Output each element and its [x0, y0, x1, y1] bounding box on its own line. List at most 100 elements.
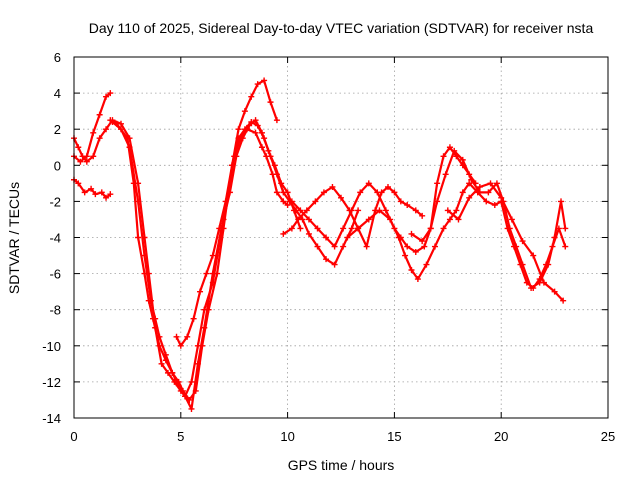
data-point-marker	[513, 243, 520, 250]
data-point-marker	[558, 198, 565, 205]
data-point-marker	[551, 234, 558, 241]
data-point-marker	[203, 270, 210, 277]
series-line	[72, 119, 289, 398]
data-point-marker	[391, 189, 398, 196]
data-point-marker	[152, 315, 159, 322]
data-point-marker	[254, 81, 261, 88]
data-point-marker	[498, 194, 505, 201]
data-point-marker	[355, 225, 362, 232]
data-point-marker	[216, 225, 223, 232]
data-point-marker	[404, 243, 411, 250]
data-point-marker	[280, 230, 287, 237]
series-track-4	[107, 77, 280, 403]
data-point-marker	[273, 189, 280, 196]
data-point-marker	[476, 189, 483, 196]
data-point-marker	[440, 153, 447, 160]
data-point-marker	[404, 202, 411, 209]
data-point-marker	[446, 216, 453, 223]
data-point-marker	[297, 225, 304, 232]
data-point-marker	[103, 93, 110, 100]
x-tick-label: 20	[494, 429, 508, 444]
data-point-marker	[201, 324, 208, 331]
data-point-marker	[90, 153, 97, 160]
data-point-marker	[491, 202, 498, 209]
data-point-marker	[434, 198, 441, 205]
y-tick-label: -10	[42, 339, 61, 354]
chart-title: Day 110 of 2025, Sidereal Day-to-day VTE…	[89, 20, 594, 36]
data-point-marker	[419, 238, 426, 245]
series-line	[410, 149, 567, 290]
data-point-marker	[280, 189, 287, 196]
data-point-marker	[135, 234, 142, 241]
data-point-marker	[96, 111, 103, 118]
data-point-marker	[188, 405, 195, 412]
data-point-marker	[173, 333, 180, 340]
data-point-marker	[440, 225, 447, 232]
data-point-marker	[126, 144, 133, 151]
series-track-6	[173, 118, 362, 349]
data-point-marker	[314, 243, 321, 250]
data-point-marker	[88, 185, 95, 192]
data-point-marker	[562, 225, 569, 232]
y-tick-label: 4	[54, 86, 61, 101]
data-point-marker	[109, 118, 116, 125]
y-tick-label: 6	[54, 50, 61, 65]
x-tick-label: 25	[601, 429, 615, 444]
data-point-marker	[188, 378, 195, 385]
data-point-marker	[177, 342, 184, 349]
data-point-marker	[92, 191, 99, 198]
data-point-marker	[363, 243, 370, 250]
data-point-marker	[348, 225, 355, 232]
data-point-marker	[75, 180, 82, 187]
data-point-marker	[387, 216, 394, 223]
data-point-marker	[141, 252, 148, 259]
data-point-marker	[135, 198, 142, 205]
y-tick-label: 2	[54, 122, 61, 137]
data-point-marker	[442, 171, 449, 178]
data-point-marker	[241, 126, 248, 133]
data-point-marker	[421, 243, 428, 250]
data-point-marker	[261, 135, 268, 142]
data-point-marker	[209, 270, 216, 277]
series-line	[109, 79, 278, 401]
data-point-marker	[323, 234, 330, 241]
data-point-marker	[487, 180, 494, 187]
data-point-marker	[483, 198, 490, 205]
data-point-marker	[446, 144, 453, 151]
data-point-marker	[551, 288, 558, 295]
data-point-marker	[384, 183, 391, 190]
data-point-marker	[340, 243, 347, 250]
y-tick-labels: -14 -12 -10 -8 -6 -4 -2 0 2 4 6	[42, 50, 61, 426]
data-point-marker	[305, 230, 312, 237]
y-axis-label: SDTVAR / TECUs	[6, 182, 22, 294]
data-point-marker	[374, 189, 381, 196]
data-point-marker	[280, 198, 287, 205]
x-axis-label: GPS time / hours	[288, 457, 395, 473]
data-point-marker	[355, 207, 362, 214]
data-point-marker	[184, 333, 191, 340]
x-tick-labels: 0 5 10 15 20 25	[70, 429, 615, 444]
y-tick-label: -12	[42, 375, 61, 390]
data-point-marker	[248, 93, 255, 100]
data-point-marker	[295, 216, 302, 223]
series-line	[290, 146, 477, 253]
data-point-marker	[459, 189, 466, 196]
data-point-marker	[96, 135, 103, 142]
data-point-marker	[560, 297, 567, 304]
data-point-marker	[107, 90, 114, 97]
data-point-marker	[530, 252, 537, 259]
data-point-marker	[117, 126, 124, 133]
data-point-marker	[252, 117, 259, 124]
data-point-marker	[431, 243, 438, 250]
data-point-marker	[103, 126, 110, 133]
data-point-marker	[75, 144, 82, 151]
data-point-marker	[288, 198, 295, 205]
data-point-marker	[395, 234, 402, 241]
data-point-marker	[519, 238, 526, 245]
data-point-marker	[466, 194, 473, 201]
data-point-marker	[340, 225, 347, 232]
data-point-marker	[382, 207, 389, 214]
data-point-marker	[453, 207, 460, 214]
data-point-marker	[241, 108, 248, 115]
data-point-marker	[493, 180, 500, 187]
